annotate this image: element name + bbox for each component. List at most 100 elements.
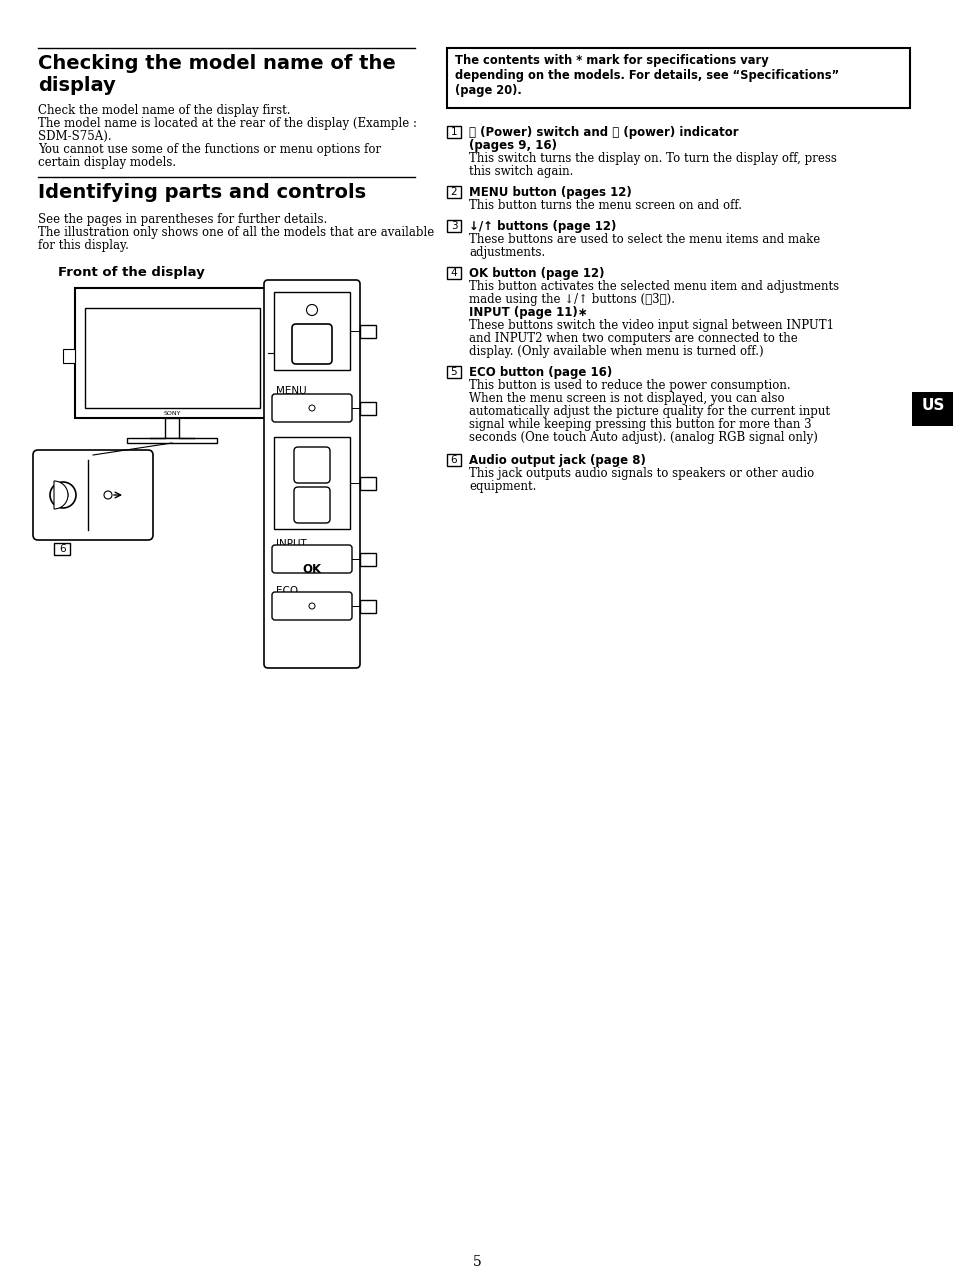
Text: equipment.: equipment. [469,480,536,493]
Bar [274,292,350,369]
Text: Check the model name of the display first.: Check the model name of the display firs… [38,104,291,117]
Bar [63,349,75,363]
Text: You cannot use some of the functions or menu options for: You cannot use some of the functions or … [38,143,381,155]
Text: 5: 5 [450,367,456,377]
Bar [266,339,273,344]
Circle shape [50,482,76,508]
FancyBboxPatch shape [33,450,152,540]
Text: Audio output jack (page 8): Audio output jack (page 8) [469,454,645,468]
Text: These buttons are used to select the menu items and make: These buttons are used to select the men… [469,233,820,246]
Text: ↓/↑ buttons (page 12): ↓/↑ buttons (page 12) [469,220,616,233]
Text: and INPUT2 when two computers are connected to the: and INPUT2 when two computers are connec… [469,333,797,345]
Bar [447,454,460,466]
Text: The illustration only shows one of all the models that are available: The illustration only shows one of all t… [38,225,434,240]
Text: seconds (One touch Auto adjust). (analog RGB signal only): seconds (One touch Auto adjust). (analog… [469,431,817,445]
Bar [447,126,460,138]
Text: this switch again.: this switch again. [469,166,573,178]
Text: 5: 5 [472,1255,481,1269]
Text: 4: 4 [364,557,371,567]
Bar [359,325,375,338]
Text: The model name is located at the rear of the display (Example :: The model name is located at the rear of… [38,117,416,130]
Bar [447,268,460,279]
Text: Front of the display: Front of the display [58,266,205,279]
Bar [266,369,273,375]
Text: 2: 2 [364,406,371,417]
Text: This switch turns the display on. To turn the display off, press: This switch turns the display on. To tur… [469,152,836,166]
Text: 1: 1 [450,127,456,138]
Text: certain display models.: certain display models. [38,155,176,169]
Bar [266,329,273,334]
FancyBboxPatch shape [272,394,352,422]
FancyBboxPatch shape [292,324,332,364]
Text: The contents with * mark for specifications vary
depending on the models. For de: The contents with * mark for specificati… [455,54,839,97]
Text: 6: 6 [450,455,456,465]
Text: automatically adjust the picture quality for the current input: automatically adjust the picture quality… [469,405,829,418]
Bar [359,403,375,415]
Circle shape [58,490,68,499]
Text: See the pages in parentheses for further details.: See the pages in parentheses for further… [38,213,327,225]
Text: This jack outputs audio signals to speakers or other audio: This jack outputs audio signals to speak… [469,468,814,480]
Text: ECO button (page 16): ECO button (page 16) [469,366,612,378]
Bar [359,476,375,490]
Text: US: US [921,397,943,413]
Text: MENU button (pages 12): MENU button (pages 12) [469,186,631,199]
Text: OK button (page 12): OK button (page 12) [469,268,604,280]
Text: OK: OK [302,563,321,576]
Text: MENU: MENU [275,386,306,396]
Text: INPUT (page 11)∗: INPUT (page 11)∗ [469,306,587,318]
FancyBboxPatch shape [272,592,352,620]
Bar [127,438,216,443]
Text: ⬇: ⬇ [307,510,317,522]
Text: When the menu screen is not displayed, you can also: When the menu screen is not displayed, y… [469,392,783,405]
Bar [359,553,375,566]
Text: SONY: SONY [163,412,180,417]
Text: 6: 6 [60,544,67,554]
Text: This button activates the selected menu item and adjustments: This button activates the selected menu … [469,280,839,293]
Text: ⏻ (Power) switch and ⏻ (power) indicator: ⏻ (Power) switch and ⏻ (power) indicator [469,126,738,139]
Text: ⬆: ⬆ [307,469,317,482]
Text: 2: 2 [450,187,456,197]
Circle shape [309,405,314,412]
Bar [54,543,70,555]
Bar [266,359,273,364]
Text: (pages 9, 16): (pages 9, 16) [469,139,557,152]
Text: signal while keeping pressing this button for more than 3: signal while keeping pressing this butto… [469,418,811,431]
Bar [359,600,375,613]
Circle shape [306,304,317,316]
Bar [75,288,270,418]
Bar [266,349,273,354]
Text: These buttons switch the video input signal between INPUT1: These buttons switch the video input sig… [469,318,833,333]
Bar [165,418,179,438]
Text: SDM-S75A).: SDM-S75A). [38,130,112,143]
FancyBboxPatch shape [272,545,352,573]
Text: made using the ↓/↑ buttons (3).: made using the ↓/↑ buttons (3). [469,293,675,306]
Bar [447,220,460,232]
Text: ⏻: ⏻ [308,352,315,364]
Text: for this display.: for this display. [38,240,129,252]
Circle shape [309,603,314,609]
Text: display. (Only available when menu is turned off.): display. (Only available when menu is tu… [469,345,762,358]
Text: This button is used to reduce the power consumption.: This button is used to reduce the power … [469,378,790,392]
Bar [447,48,909,108]
Bar [274,437,350,529]
Text: This button turns the menu screen on and off.: This button turns the menu screen on and… [469,199,741,211]
Text: display: display [38,76,115,96]
Text: INPUT: INPUT [275,539,307,549]
Bar [911,392,953,426]
FancyBboxPatch shape [294,487,330,524]
Text: 5: 5 [364,604,371,614]
Bar [85,308,260,408]
FancyBboxPatch shape [294,447,330,483]
Text: adjustments.: adjustments. [469,246,545,259]
Text: 4: 4 [450,268,456,278]
Text: Identifying parts and controls: Identifying parts and controls [38,183,366,203]
Text: 3: 3 [364,482,371,490]
Wedge shape [54,482,68,510]
Circle shape [104,490,112,499]
Text: 3: 3 [450,220,456,231]
Bar [447,366,460,378]
Text: ECO: ECO [275,586,297,596]
Text: 1: 1 [364,329,371,339]
Text: Checking the model name of the: Checking the model name of the [38,54,395,73]
FancyBboxPatch shape [264,280,359,668]
